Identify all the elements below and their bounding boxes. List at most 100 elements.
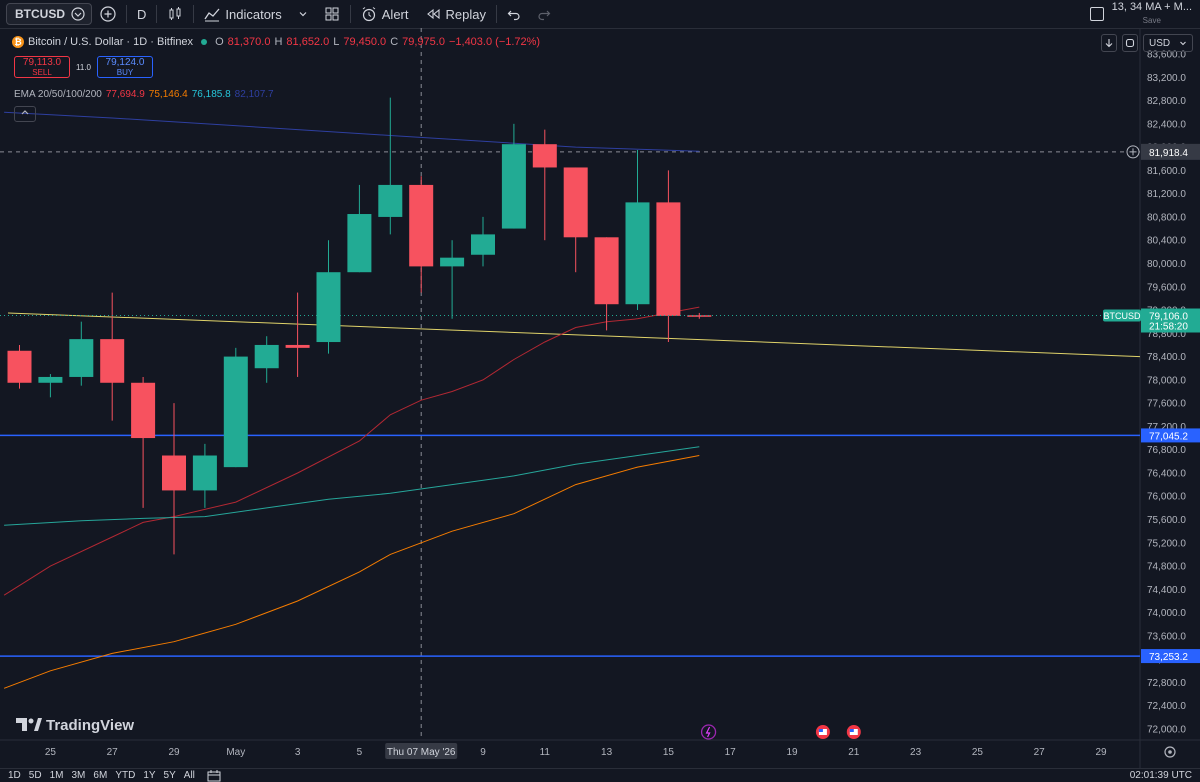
candle-body bbox=[687, 315, 712, 317]
chart-legend: ₿ Bitcoin / U.S. Dollar · 1D · Bitfinex … bbox=[12, 36, 540, 48]
candles-icon bbox=[169, 7, 181, 20]
scroll-to-latest-button[interactable] bbox=[1101, 34, 1117, 52]
price-tick-label: 72,400.0 bbox=[1147, 701, 1186, 712]
sell-button[interactable]: 79,113.0 SELL bbox=[14, 56, 70, 78]
low-value: 79,450.0 bbox=[343, 36, 387, 48]
time-tick-label: 27 bbox=[1034, 747, 1046, 758]
candle bbox=[625, 150, 650, 311]
last-price-label: 79,106.0 bbox=[1149, 312, 1188, 323]
replay-button[interactable]: Replay bbox=[417, 0, 494, 28]
candle bbox=[347, 184, 372, 273]
candle bbox=[100, 292, 125, 421]
plus-icon bbox=[1129, 148, 1137, 156]
price-tick-label: 81,600.0 bbox=[1147, 166, 1186, 177]
interval-label: D bbox=[137, 6, 147, 22]
chevron-down-icon bbox=[1180, 41, 1186, 46]
ema-legend[interactable]: EMA 20/50/100/200 77,694.9 75,146.4 76,1… bbox=[14, 89, 274, 100]
candle-body bbox=[100, 339, 125, 383]
ema-label: EMA 20/50/100/200 bbox=[14, 89, 102, 100]
time-tick-label: 13 bbox=[601, 747, 613, 758]
low-label: L bbox=[333, 36, 340, 48]
calendar-icon[interactable] bbox=[207, 769, 221, 782]
indicators-dropdown[interactable] bbox=[290, 0, 316, 28]
bottom-toolbar: 1D 5D 1M 3M 6M YTD 1Y 5Y All 02:01:39 UT… bbox=[0, 768, 1200, 782]
price-tick-label: 82,000.0 bbox=[1147, 143, 1186, 154]
indicators-button[interactable]: Indicators bbox=[196, 0, 289, 28]
layout-name-button[interactable]: 13, 34 MA + M... Save bbox=[1112, 2, 1192, 26]
price-tick-label: 79,600.0 bbox=[1147, 282, 1186, 293]
alert-button[interactable]: Alert bbox=[353, 0, 417, 28]
clock-utc[interactable]: 02:01:39 UTC bbox=[1129, 770, 1192, 781]
range-1m[interactable]: 1M bbox=[49, 770, 64, 781]
range-3m[interactable]: 3M bbox=[71, 770, 86, 781]
candle-body bbox=[38, 376, 63, 383]
fullscreen-icon[interactable] bbox=[1089, 7, 1104, 21]
chart-settings-button[interactable] bbox=[1122, 34, 1138, 52]
candle-body bbox=[440, 257, 465, 267]
price-tick-label: 75,200.0 bbox=[1147, 538, 1186, 549]
price-tick-label: 80,000.0 bbox=[1147, 259, 1186, 270]
candle-body bbox=[594, 237, 619, 305]
spread-value: 11.0 bbox=[76, 62, 91, 72]
us-flag-icon bbox=[815, 725, 830, 739]
settings-icon bbox=[1125, 38, 1135, 48]
time-tick-label: 29 bbox=[1095, 747, 1107, 758]
range-ytd[interactable]: YTD bbox=[115, 770, 136, 781]
symbol-tag: BTCUSD bbox=[1103, 311, 1141, 321]
collapse-legend-button[interactable] bbox=[14, 106, 36, 122]
candle bbox=[7, 344, 32, 389]
range-5y[interactable]: 5Y bbox=[163, 770, 176, 781]
currency-label: USD bbox=[1149, 37, 1171, 49]
range-1y[interactable]: 1Y bbox=[143, 770, 156, 781]
candle-body bbox=[563, 167, 588, 238]
chart-grid bbox=[0, 28, 1200, 768]
time-tick-label: 25 bbox=[45, 747, 57, 758]
candle-body bbox=[69, 339, 94, 377]
candle bbox=[501, 123, 526, 229]
range-all[interactable]: All bbox=[183, 770, 195, 781]
price-tick-label: 73,200.0 bbox=[1147, 655, 1186, 666]
range-5d[interactable]: 5D bbox=[28, 770, 42, 781]
lightning-event-icon bbox=[700, 724, 717, 740]
candle-body bbox=[501, 144, 526, 229]
price-tick-label: 79,200.0 bbox=[1147, 306, 1186, 317]
chart-type-button[interactable] bbox=[159, 0, 191, 28]
compare-button[interactable] bbox=[92, 0, 124, 28]
price-tick-label: 80,800.0 bbox=[1147, 212, 1186, 223]
symbol-search-button[interactable]: BTCUSD bbox=[6, 3, 92, 25]
time-tick-label: 11 bbox=[540, 747, 551, 758]
open-value: 81,370.0 bbox=[227, 36, 271, 48]
currency-select[interactable]: USD bbox=[1143, 34, 1193, 52]
countdown-label: 21:58:20 bbox=[1149, 322, 1188, 333]
candle bbox=[378, 97, 403, 235]
plus-circle-icon bbox=[100, 6, 116, 22]
close-value: 79,975.0 bbox=[402, 36, 445, 48]
separator bbox=[349, 5, 351, 23]
time-tick-label: 5 bbox=[357, 747, 363, 758]
price-tick-label: 82,800.0 bbox=[1147, 96, 1186, 107]
ema200-line bbox=[4, 111, 700, 152]
candle-body bbox=[192, 455, 217, 491]
range-6m[interactable]: 6M bbox=[93, 770, 108, 781]
level-price-label: 73,253.2 bbox=[1149, 652, 1188, 663]
arrow-down-icon bbox=[1105, 39, 1113, 48]
templates-button[interactable] bbox=[316, 0, 348, 28]
time-tick-label: 27 bbox=[107, 747, 119, 758]
price-tick-label: 78,400.0 bbox=[1147, 352, 1186, 363]
candle-body bbox=[378, 184, 403, 217]
layout-name: 13, 34 MA + M... bbox=[1111, 1, 1192, 13]
range-1d[interactable]: 1D bbox=[8, 770, 21, 781]
buy-button[interactable]: 79,124.0 BUY bbox=[96, 56, 153, 78]
candle-body bbox=[471, 234, 495, 255]
interval-button[interactable]: D bbox=[129, 0, 154, 28]
tradingview-logo: TradingView bbox=[16, 717, 134, 734]
indicators-icon bbox=[204, 8, 220, 22]
candle-body bbox=[409, 184, 434, 267]
ema20-value: 77,694.9 bbox=[105, 89, 145, 100]
time-tick-label: 21 bbox=[848, 747, 860, 758]
undo-button[interactable] bbox=[499, 0, 529, 28]
redo-button[interactable] bbox=[529, 0, 559, 28]
undo-icon bbox=[507, 10, 520, 21]
candle-body bbox=[223, 356, 248, 468]
